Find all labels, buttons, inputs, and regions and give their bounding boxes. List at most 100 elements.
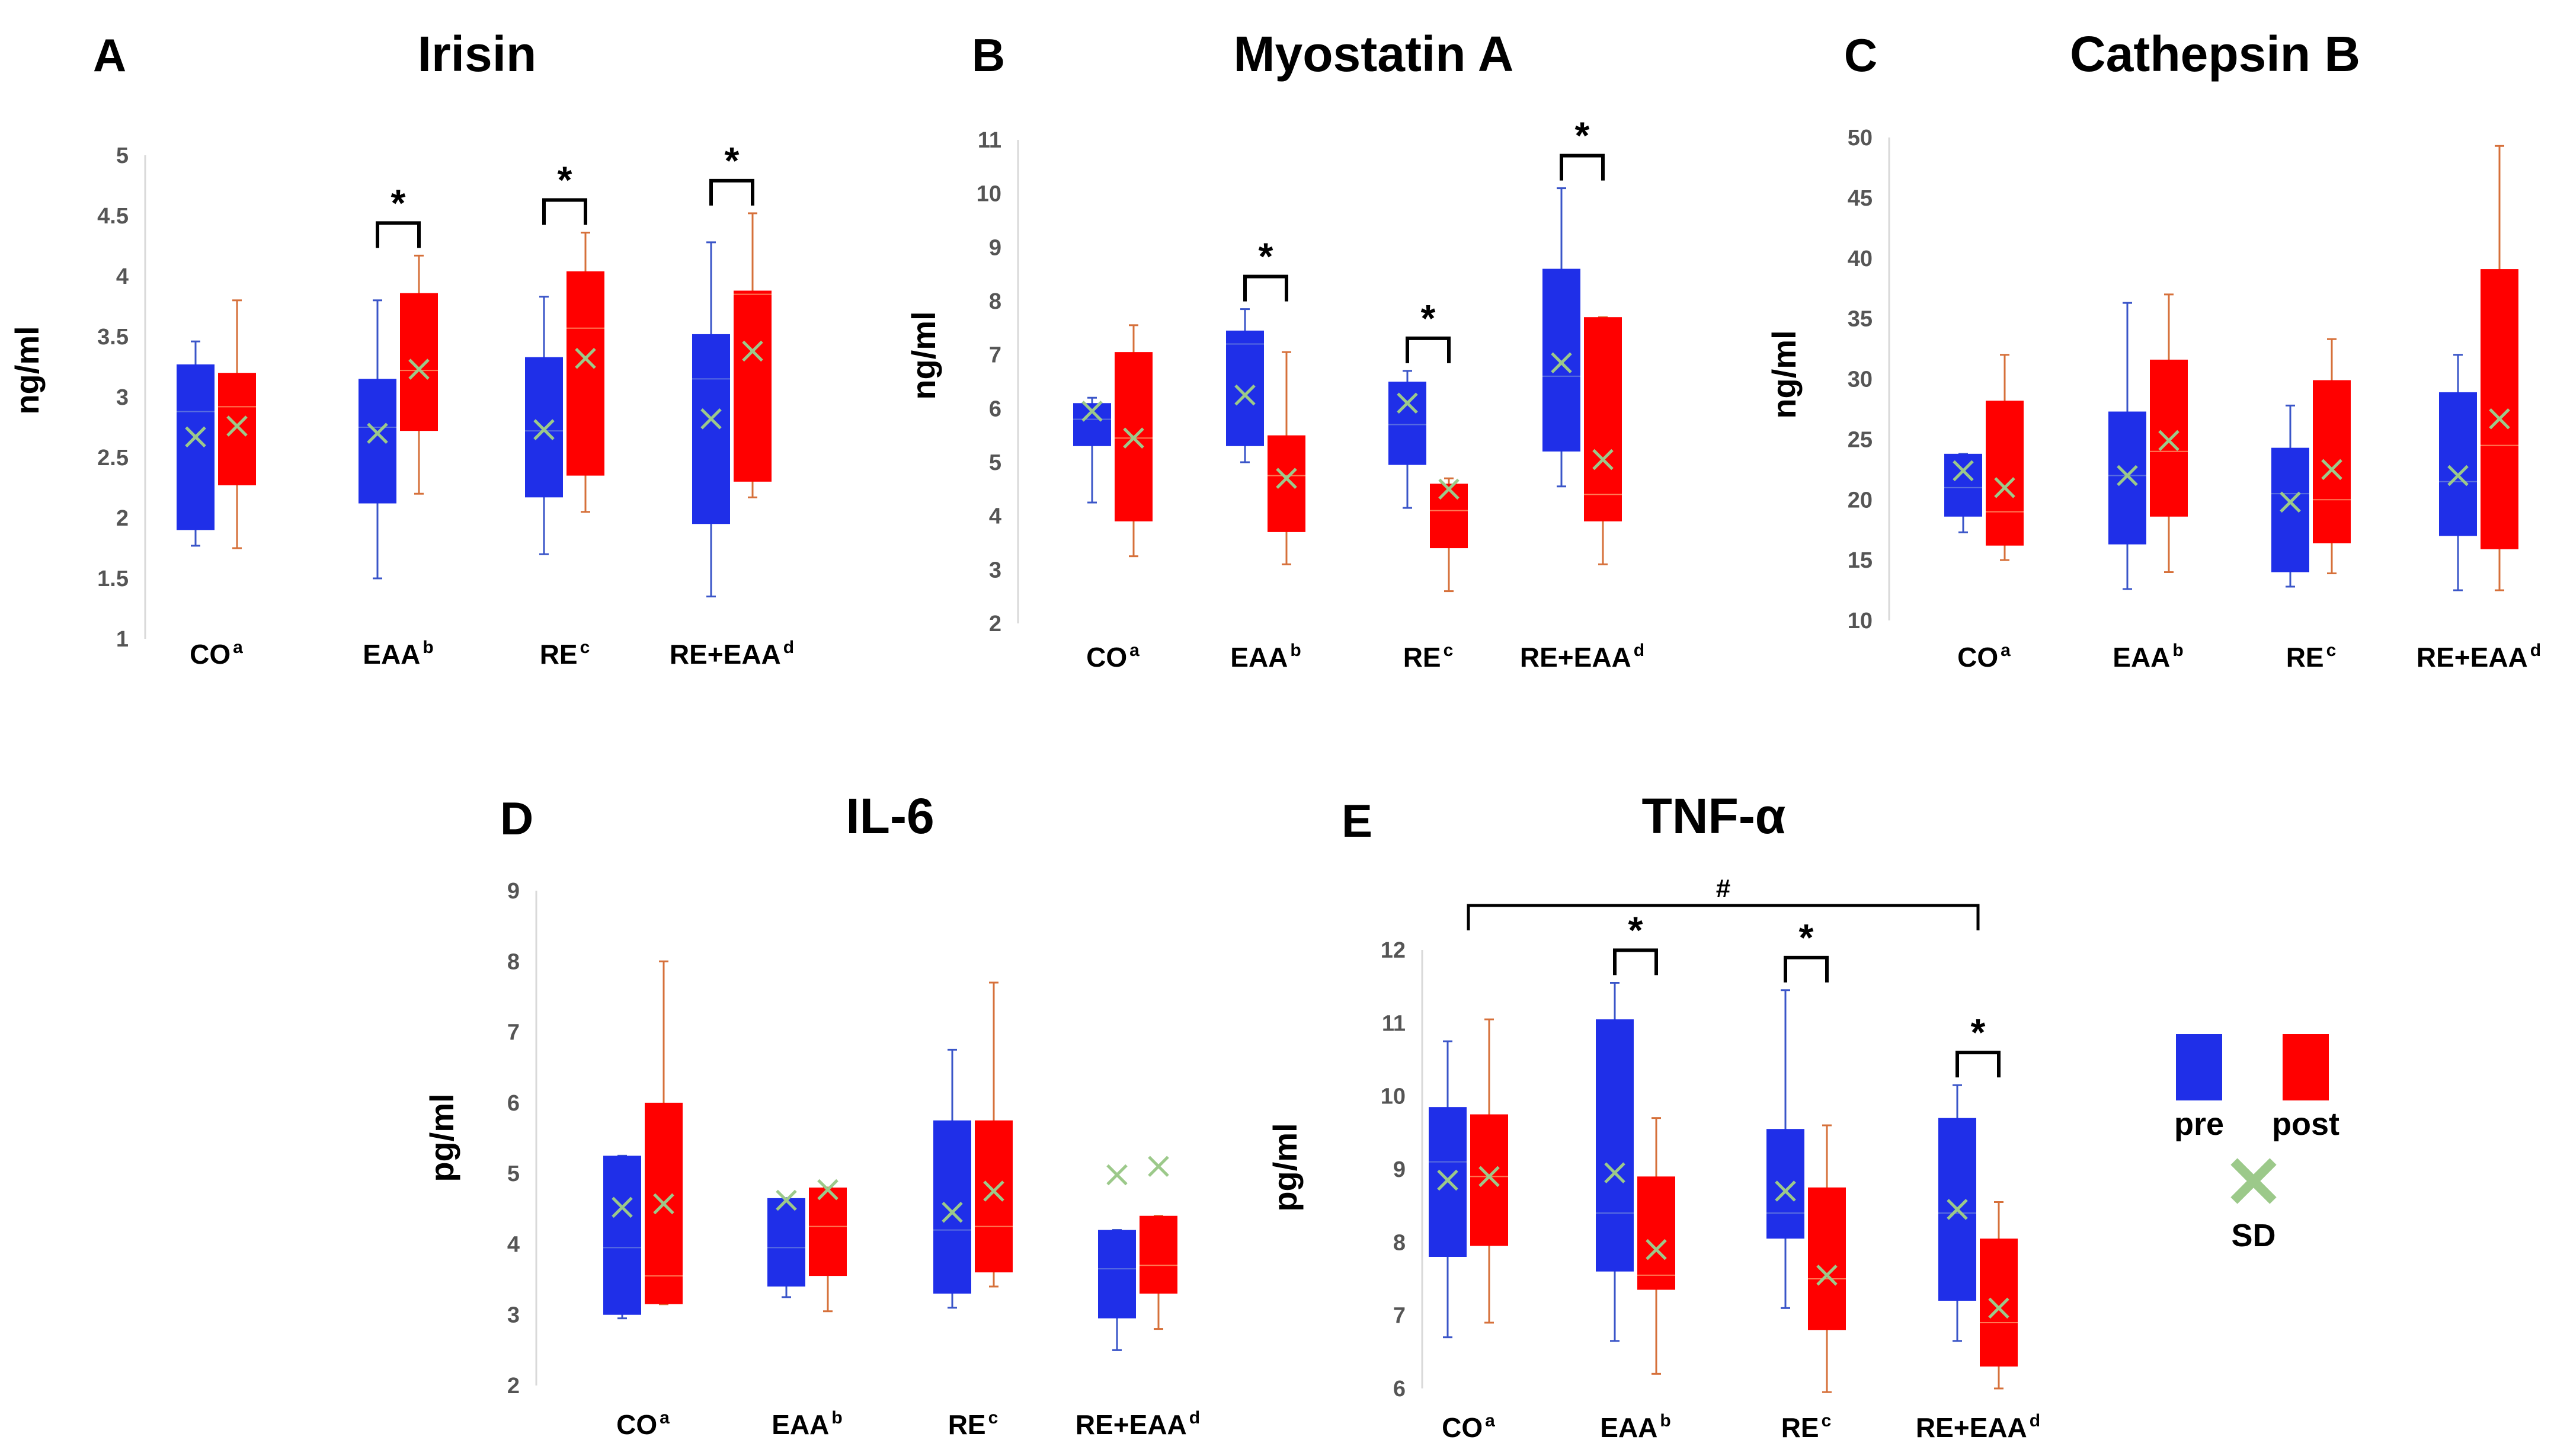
mean-marker: [1437, 1169, 1458, 1191]
mean-marker: [1397, 392, 1418, 414]
y-tick-label: 10: [1381, 1084, 1406, 1109]
y-tick-label: 40: [1848, 247, 1873, 271]
box-iqr: [1584, 317, 1622, 521]
box-post: [1584, 316, 1622, 565]
box-post: [2313, 338, 2351, 575]
box-post: [1268, 351, 1305, 565]
box-pre: [1542, 187, 1580, 488]
box-pre: [177, 340, 215, 547]
x-category-label: CO a: [190, 638, 243, 670]
x-category-superscript: c: [988, 1408, 998, 1428]
y-tick-label: 11: [1382, 1011, 1406, 1036]
chart-panel-b: B Myostatin A ng/ml 2 3 4 5 6 7 8 9 10 11 CO a EAA b RE c R…: [905, 26, 1644, 673]
mean-marker: [1988, 1297, 2009, 1319]
box-pre: [1938, 1084, 1976, 1342]
box-iqr: [1470, 1114, 1508, 1246]
box-pre: [2108, 302, 2146, 590]
significance-bracket: *: [1243, 235, 1288, 302]
chart-panel-e: E TNF-α pg/ml 6 7 8 9 10 11 12 CO a EAA b RE c RE+EAA d * *…: [1266, 788, 2040, 1443]
box-iqr: [1430, 484, 1468, 549]
y-axis-label: ng/ml: [905, 311, 942, 399]
y-tick-label: 3: [989, 558, 1001, 583]
chart-title: Myostatin A: [1234, 26, 1514, 82]
box-post: [645, 960, 683, 1305]
box-post: [1637, 1117, 1675, 1375]
mean-marker: [1994, 477, 2015, 498]
mean-marker: [1276, 468, 1297, 489]
x-category-label: RE+EAA d: [670, 638, 794, 670]
panel-letter: A: [93, 29, 126, 81]
y-tick-label: 8: [989, 289, 1001, 314]
mean-marker: [653, 1193, 674, 1215]
x-category-superscript: a: [2001, 641, 2011, 660]
box-iqr: [734, 290, 772, 482]
mean-marker: [700, 408, 722, 430]
significance-star: *: [1575, 114, 1590, 157]
significance-bracket: *: [1613, 909, 1658, 975]
y-tick-label: 4: [507, 1232, 520, 1257]
y-tick-label: 15: [1848, 548, 1873, 573]
x-category-label: RE+EAA d: [1916, 1411, 2040, 1443]
significance-bracket: *: [542, 159, 587, 225]
box-iqr: [2271, 447, 2309, 572]
y-tick-label: 45: [1848, 186, 1873, 211]
box-pre: [1596, 982, 1634, 1342]
bracket-line: [1243, 274, 1288, 302]
significance-bracket: *: [1560, 114, 1605, 181]
bracket-line: [1406, 336, 1451, 363]
box-iqr: [1944, 453, 1982, 517]
box-iqr: [933, 1120, 971, 1294]
significance-bracket: *: [709, 139, 754, 206]
y-tick-label: 8: [507, 949, 520, 974]
box-iqr: [1140, 1215, 1177, 1294]
chart-title: IL-6: [846, 788, 934, 844]
bracket-line: [1613, 948, 1658, 975]
y-tick-label: 35: [1848, 307, 1873, 332]
y-tick-label: 5: [989, 450, 1001, 475]
box-post: [1140, 1156, 1177, 1330]
legend-post-label: post: [2272, 1106, 2339, 1142]
x-category-superscript: c: [1822, 1411, 1832, 1431]
box-iqr: [525, 357, 563, 498]
bracket-line: [1955, 1051, 2001, 1078]
box-pre: [767, 1189, 805, 1298]
legend-sd-stroke-2: [2230, 1158, 2277, 1204]
panel-letter: E: [1342, 795, 1372, 847]
y-tick-label: 4.5: [97, 204, 129, 229]
box-iqr: [2439, 392, 2477, 536]
y-tick-label: 10: [977, 182, 1001, 207]
y-tick-label: 5: [507, 1161, 520, 1186]
box-iqr: [1542, 268, 1580, 452]
box-iqr: [1098, 1230, 1136, 1319]
y-tick-label: 7: [989, 343, 1001, 368]
box-post: [400, 254, 438, 495]
mean-marker: [1123, 427, 1144, 449]
mean-marker: [1592, 449, 1614, 471]
box-iqr: [567, 271, 604, 476]
box-pre: [359, 299, 396, 580]
box-post: [1115, 324, 1153, 558]
significance-bracket: *: [1784, 916, 1829, 983]
y-tick-label: 50: [1848, 126, 1873, 151]
x-category-superscript: b: [423, 638, 433, 657]
mean-marker: [575, 347, 596, 369]
legend: pre post SD: [2174, 1034, 2339, 1253]
y-tick-label: 6: [989, 396, 1001, 421]
x-category-superscript: d: [2530, 641, 2541, 660]
mean-marker: [367, 423, 388, 444]
x-category-label: CO a: [1086, 641, 1140, 673]
mean-marker: [185, 426, 206, 448]
box-post: [1986, 354, 2024, 561]
legend-pre-swatch: [2176, 1034, 2222, 1100]
legend-pre-label: pre: [2174, 1106, 2224, 1142]
significance-star: *: [1259, 235, 1273, 278]
x-category-label: EAA b: [1230, 641, 1301, 673]
x-category-superscript: b: [2172, 641, 2183, 660]
mean-marker: [612, 1196, 633, 1218]
bracket-line: [1560, 153, 1605, 181]
box-iqr: [2108, 411, 2146, 545]
y-tick-label: 2: [507, 1374, 520, 1399]
x-category-superscript: c: [1444, 641, 1454, 660]
mean-marker: [1551, 352, 1572, 374]
